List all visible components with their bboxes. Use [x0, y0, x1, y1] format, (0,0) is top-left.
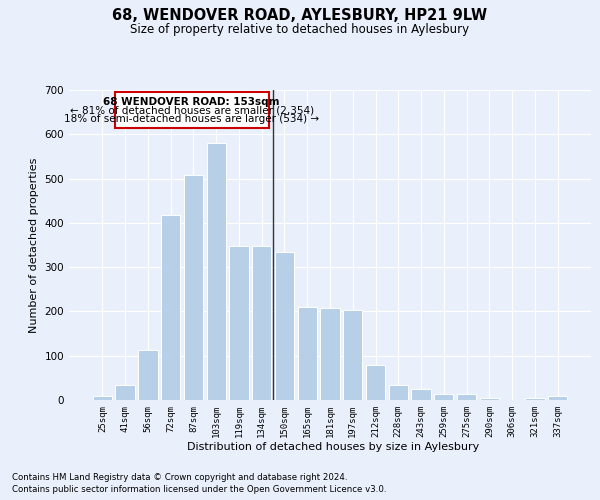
- Bar: [252, 246, 271, 400]
- Text: 68, WENDOVER ROAD, AYLESBURY, HP21 9LW: 68, WENDOVER ROAD, AYLESBURY, HP21 9LW: [112, 8, 488, 22]
- Text: ← 81% of detached houses are smaller (2,354): ← 81% of detached houses are smaller (2,…: [70, 106, 314, 116]
- Text: Distribution of detached houses by size in Aylesbury: Distribution of detached houses by size …: [187, 442, 479, 452]
- Text: Size of property relative to detached houses in Aylesbury: Size of property relative to detached ho…: [130, 22, 470, 36]
- Bar: [548, 396, 567, 400]
- Y-axis label: Number of detached properties: Number of detached properties: [29, 158, 39, 332]
- Bar: [115, 92, 269, 128]
- Text: 18% of semi-detached houses are larger (534) →: 18% of semi-detached houses are larger (…: [64, 114, 319, 124]
- Bar: [184, 175, 203, 400]
- Bar: [161, 216, 181, 400]
- Bar: [525, 398, 545, 400]
- Bar: [366, 364, 385, 400]
- Bar: [412, 389, 431, 400]
- Bar: [343, 310, 362, 400]
- Text: 68 WENDOVER ROAD: 153sqm: 68 WENDOVER ROAD: 153sqm: [103, 96, 280, 106]
- Bar: [479, 398, 499, 400]
- Bar: [275, 252, 294, 400]
- Text: Contains HM Land Registry data © Crown copyright and database right 2024.: Contains HM Land Registry data © Crown c…: [12, 472, 347, 482]
- Bar: [138, 350, 158, 400]
- Bar: [320, 308, 340, 400]
- Bar: [93, 396, 112, 400]
- Bar: [115, 384, 135, 400]
- Text: Contains public sector information licensed under the Open Government Licence v3: Contains public sector information licen…: [12, 485, 386, 494]
- Bar: [434, 394, 454, 400]
- Bar: [206, 143, 226, 400]
- Bar: [298, 307, 317, 400]
- Bar: [457, 394, 476, 400]
- Bar: [389, 384, 408, 400]
- Bar: [229, 246, 248, 400]
